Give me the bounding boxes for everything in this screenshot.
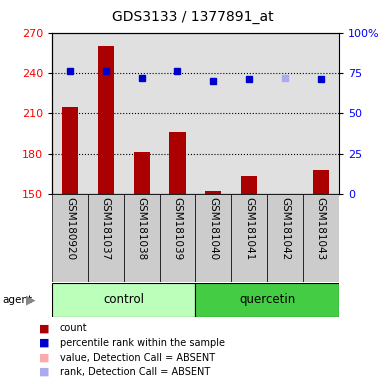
Text: ▶: ▶ — [26, 294, 36, 307]
Bar — [159, 33, 196, 194]
Bar — [124, 33, 159, 194]
Bar — [88, 33, 124, 194]
Text: GSM180920: GSM180920 — [65, 197, 75, 260]
Text: control: control — [103, 293, 144, 306]
Bar — [159, 194, 196, 282]
Bar — [195, 283, 339, 317]
Text: GSM181037: GSM181037 — [101, 197, 111, 260]
Text: count: count — [60, 323, 87, 333]
Text: GSM181040: GSM181040 — [208, 197, 218, 260]
Text: quercetin: quercetin — [239, 293, 295, 306]
Text: agent: agent — [2, 295, 32, 305]
Text: GSM181042: GSM181042 — [280, 197, 290, 260]
Text: GSM181043: GSM181043 — [316, 197, 326, 260]
Bar — [169, 132, 186, 194]
Bar — [52, 33, 88, 194]
Bar — [52, 283, 195, 317]
Bar — [88, 194, 124, 282]
Text: GSM181038: GSM181038 — [137, 197, 147, 260]
Text: rank, Detection Call = ABSENT: rank, Detection Call = ABSENT — [60, 367, 210, 377]
Bar — [313, 170, 329, 194]
Text: percentile rank within the sample: percentile rank within the sample — [60, 338, 225, 348]
Bar — [205, 191, 221, 194]
Bar — [195, 33, 231, 194]
Bar — [303, 33, 339, 194]
Text: GSM181039: GSM181039 — [172, 197, 182, 260]
Bar — [62, 106, 78, 194]
Bar — [231, 33, 267, 194]
Text: ■: ■ — [38, 353, 49, 362]
Bar — [134, 152, 150, 194]
Bar — [267, 33, 303, 194]
Text: ■: ■ — [38, 338, 49, 348]
Text: GDS3133 / 1377891_at: GDS3133 / 1377891_at — [112, 10, 273, 23]
Bar — [303, 194, 339, 282]
Text: ■: ■ — [38, 323, 49, 333]
Bar — [195, 194, 231, 282]
Bar — [52, 194, 88, 282]
Text: ■: ■ — [38, 367, 49, 377]
Bar — [241, 177, 257, 194]
Bar — [231, 194, 267, 282]
Bar — [98, 46, 114, 194]
Text: value, Detection Call = ABSENT: value, Detection Call = ABSENT — [60, 353, 215, 362]
Bar — [267, 194, 303, 282]
Bar — [124, 194, 159, 282]
Text: GSM181041: GSM181041 — [244, 197, 254, 260]
